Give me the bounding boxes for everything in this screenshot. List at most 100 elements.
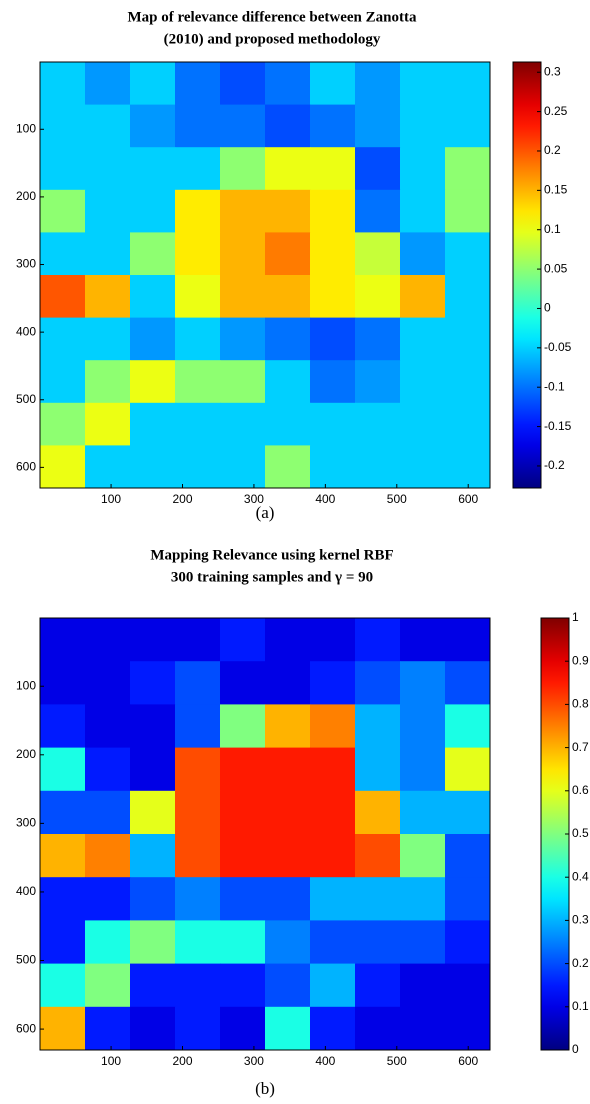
y-tick-label: 300 <box>16 257 36 271</box>
heatmap-cell <box>265 232 311 276</box>
colorbar-tick-label: 0.3 <box>572 913 589 927</box>
heatmap-cell <box>400 661 446 705</box>
heatmap-cell <box>40 189 86 233</box>
heatmap-cell <box>130 360 176 404</box>
heatmap-cell <box>220 104 266 148</box>
heatmap-cell <box>445 790 491 835</box>
heatmap-cell <box>445 189 491 233</box>
heatmap-cell <box>400 1006 446 1051</box>
heatmap-cell <box>40 877 86 921</box>
heatmap-cell <box>175 189 221 233</box>
heatmap-cell <box>265 402 311 446</box>
heatmap-cell <box>400 790 446 835</box>
plot-frame <box>39 61 491 489</box>
heatmap-cell <box>355 232 401 276</box>
heatmap-cell <box>130 661 176 705</box>
heatmap-cell <box>40 704 86 749</box>
heatmap-cell <box>400 147 446 191</box>
heatmap-cell <box>220 62 266 106</box>
heatmap-cell <box>445 747 491 792</box>
heatmap-cell <box>175 834 221 878</box>
y-tick-label: 400 <box>16 884 36 898</box>
heatmap-cell <box>310 360 356 404</box>
colorbar-tick-label: -0.1 <box>544 379 565 393</box>
heatmap-cell <box>40 360 86 404</box>
x-tick-label: 600 <box>458 1054 478 1068</box>
heatmap-cell <box>85 790 131 835</box>
heatmap-cell <box>265 275 311 319</box>
heatmap-cell <box>40 275 86 319</box>
chart-title: Map of relevance difference between Zano… <box>128 9 417 25</box>
heatmap-cell <box>445 618 491 662</box>
heatmap-cell <box>40 661 86 705</box>
heatmap-cell <box>40 920 86 965</box>
heatmap-cell <box>130 1006 176 1051</box>
heatmap-cell <box>355 189 401 233</box>
heatmap-cell <box>265 790 311 835</box>
heatmap-cell <box>265 1006 311 1051</box>
heatmap-cell <box>400 747 446 792</box>
y-tick-label: 600 <box>16 460 36 474</box>
heatmap-cell <box>355 747 401 792</box>
heatmap-cell <box>310 62 356 106</box>
colorbar-tick-label: 0.6 <box>572 783 589 797</box>
heatmap-cell <box>355 360 401 404</box>
heatmap-cell <box>220 920 266 965</box>
heatmap-cell <box>445 661 491 705</box>
heatmap-cell <box>445 445 491 489</box>
heatmap-cell <box>85 963 131 1008</box>
heatmap-cell <box>310 920 356 965</box>
heatmap-cell <box>85 920 131 965</box>
heatmap-cell <box>400 704 446 749</box>
heatmap-cell <box>265 189 311 233</box>
heatmap-cell <box>355 62 401 106</box>
heatmap-cell <box>175 232 221 276</box>
x-tick-label: 600 <box>458 492 478 506</box>
colorbar-tick-label: 0.4 <box>572 869 589 883</box>
heatmap-cell <box>85 834 131 878</box>
heatmap-cell <box>40 62 86 106</box>
heatmap-cell <box>40 1006 86 1051</box>
heatmap-cell <box>85 147 131 191</box>
heatmap-cell <box>40 790 86 835</box>
x-tick-label: 200 <box>172 492 192 506</box>
heatmap-cell <box>175 661 221 705</box>
heatmap-cell <box>175 317 221 361</box>
heatmap-cell <box>220 790 266 835</box>
heatmap-cell <box>175 790 221 835</box>
heatmap-cell <box>310 189 356 233</box>
heatmap-cell <box>355 402 401 446</box>
y-tick-label: 200 <box>16 747 36 761</box>
colorbar-tick-label: 0.9 <box>572 653 589 667</box>
heatmap-cell <box>130 834 176 878</box>
heatmap-cell <box>445 147 491 191</box>
heatmap-cell <box>130 189 176 233</box>
heatmap-cell <box>355 104 401 148</box>
y-tick-label: 400 <box>16 324 36 338</box>
heatmap-cell <box>400 104 446 148</box>
heatmap-cell <box>445 920 491 965</box>
heatmap-cell <box>40 618 86 662</box>
heatmap-cell <box>445 62 491 106</box>
heatmap-cell <box>400 963 446 1008</box>
heatmap-cell <box>445 1006 491 1051</box>
heatmap-cell <box>400 920 446 965</box>
heatmap-cell <box>310 317 356 361</box>
heatmap-cell <box>400 834 446 878</box>
heatmap-cell <box>40 963 86 1008</box>
heatmap-cell <box>310 104 356 148</box>
heatmap-cell <box>400 232 446 276</box>
heatmap-cell <box>310 618 356 662</box>
heatmap-cell <box>355 147 401 191</box>
heatmap-cell <box>130 790 176 835</box>
x-tick-label: 200 <box>172 1054 192 1068</box>
colorbar-tick-label: 0.05 <box>544 261 568 275</box>
heatmap-cell <box>130 402 176 446</box>
colorbar <box>540 617 570 1051</box>
heatmap-cell <box>85 62 131 106</box>
heatmap-cell <box>310 834 356 878</box>
heatmap-cell <box>445 877 491 921</box>
y-tick-label: 600 <box>16 1021 36 1035</box>
heatmap-cell <box>85 747 131 792</box>
heatmap-cell <box>175 445 221 489</box>
